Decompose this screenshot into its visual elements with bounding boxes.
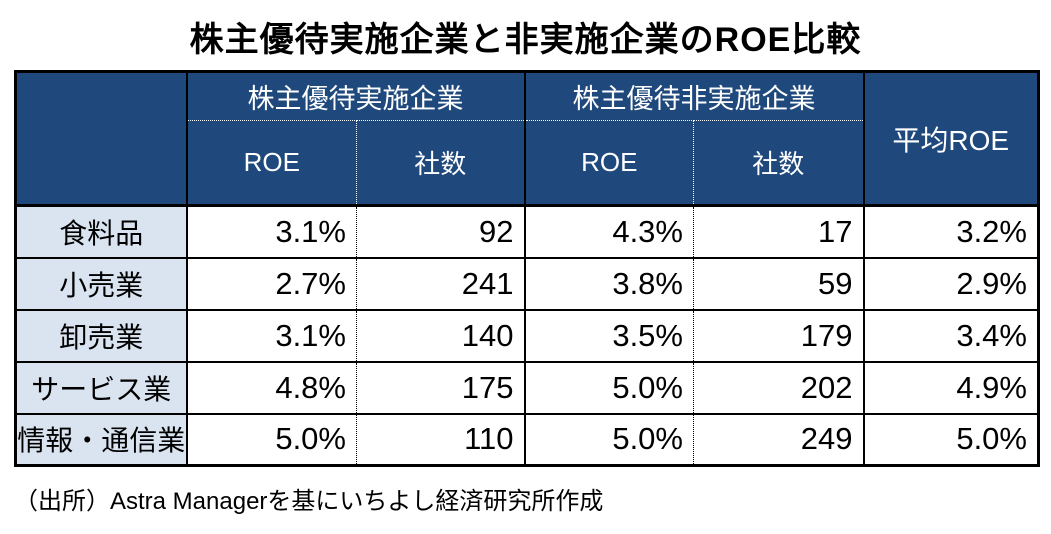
cell-avg-roe: 2.9%	[862, 257, 1039, 311]
cell-non-count: 59	[693, 257, 864, 311]
table-row: サービス業 4.8% 175 5.0% 202 4.9%	[15, 361, 1039, 415]
cell-non-roe: 5.0%	[523, 413, 694, 466]
cell-impl-roe: 3.1%	[186, 205, 357, 259]
subheader-roe-with: ROE	[186, 120, 357, 207]
cell-impl-count: 92	[356, 205, 525, 259]
row-label: 情報・通信業	[15, 413, 188, 466]
chart-title: 株主優待実施企業と非実施企業のROE比較	[189, 21, 862, 59]
table-row: 情報・通信業 5.0% 110 5.0% 249 5.0%	[15, 413, 1039, 466]
table-row: 食料品 3.1% 92 4.3% 17 3.2%	[15, 205, 1039, 259]
subheader-count-without: 社数	[693, 120, 864, 207]
cell-avg-roe: 3.2%	[862, 205, 1039, 259]
cell-impl-count: 110	[356, 413, 525, 466]
row-label: 食料品	[15, 205, 188, 259]
cell-non-count: 202	[693, 361, 864, 415]
cell-non-roe: 4.3%	[523, 205, 694, 259]
cell-non-count: 249	[693, 413, 864, 466]
cell-avg-roe: 3.4%	[862, 309, 1039, 363]
cell-non-roe: 3.8%	[523, 257, 694, 311]
header-row-groups: 株主優待実施企業 株主優待非実施企業 平均ROE	[15, 71, 1039, 207]
cell-impl-count: 140	[356, 309, 525, 363]
cell-avg-roe: 4.9%	[862, 361, 1039, 415]
roe-comparison-table: 株主優待実施企業 株主優待非実施企業 平均ROE ROE 社数 ROE 社数 食…	[14, 70, 1040, 467]
subheader-roe-without: ROE	[523, 120, 694, 207]
cell-non-count: 179	[693, 309, 864, 363]
table-row: 小売業 2.7% 241 3.8% 59 2.9%	[15, 257, 1039, 311]
avg-roe-header: 平均ROE	[862, 71, 1039, 207]
cell-impl-roe: 3.1%	[186, 309, 357, 363]
row-label: 小売業	[15, 257, 188, 311]
header-row-subcolumns: ROE 社数 ROE 社数	[16, 120, 1039, 207]
cell-impl-roe: 4.8%	[186, 361, 357, 415]
cell-impl-count: 175	[356, 361, 525, 415]
table-row: 卸売業 3.1% 140 3.5% 179 3.4%	[15, 309, 1039, 363]
subheader-count-with: 社数	[356, 120, 525, 207]
cell-avg-roe: 5.0%	[862, 413, 1039, 466]
group-header-without-benefit: 株主優待非実施企業	[524, 71, 865, 121]
cell-impl-count: 241	[356, 257, 525, 311]
row-label: 卸売業	[15, 309, 188, 363]
row-label: サービス業	[15, 361, 188, 415]
cell-impl-roe: 5.0%	[186, 413, 357, 466]
cell-impl-roe: 2.7%	[186, 257, 357, 311]
source-note: （出所）Astra Managerを基にいちよし経済研究所作成	[14, 488, 604, 515]
group-header-with-benefit: 株主優待実施企業	[186, 71, 526, 121]
corner-cell	[15, 71, 188, 207]
cell-non-count: 17	[693, 205, 864, 259]
cell-non-roe: 5.0%	[523, 361, 694, 415]
cell-non-roe: 3.5%	[523, 309, 694, 363]
